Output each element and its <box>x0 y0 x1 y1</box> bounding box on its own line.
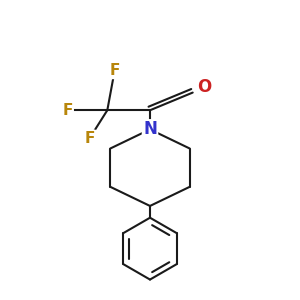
Text: O: O <box>197 78 212 96</box>
Text: N: N <box>143 120 157 138</box>
Text: F: F <box>110 63 120 78</box>
Text: F: F <box>85 131 95 146</box>
Text: F: F <box>62 103 73 118</box>
